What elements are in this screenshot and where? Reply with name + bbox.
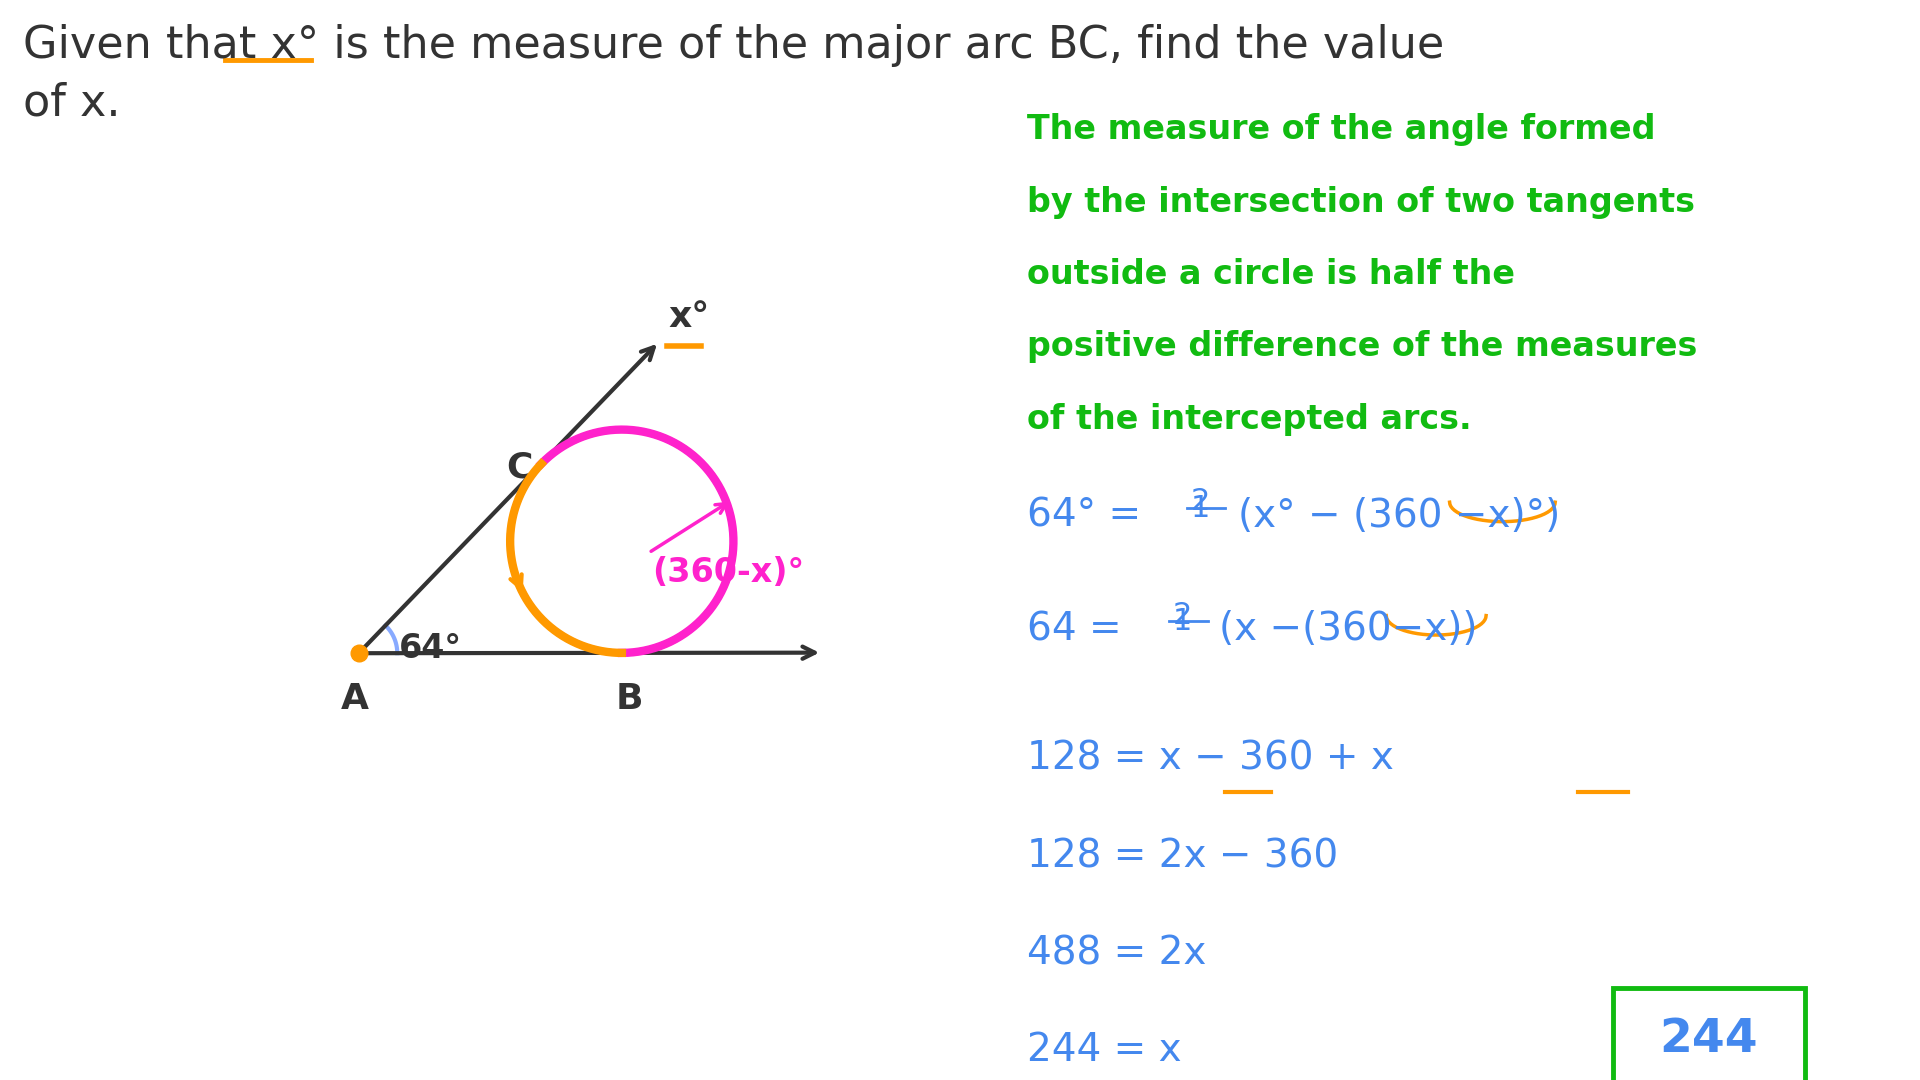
- Text: (x −(360−x)): (x −(360−x)): [1219, 610, 1478, 648]
- Text: 64° =: 64° =: [1027, 497, 1140, 535]
- Text: C: C: [507, 450, 534, 485]
- FancyBboxPatch shape: [1613, 988, 1805, 1080]
- Text: 1: 1: [1173, 607, 1192, 636]
- Text: 64 =: 64 =: [1027, 610, 1121, 648]
- Text: 2: 2: [1173, 600, 1192, 630]
- Text: 244 = x: 244 = x: [1027, 1031, 1183, 1069]
- Text: Given that x° is the measure of the major arc BC, find the value: Given that x° is the measure of the majo…: [23, 24, 1444, 67]
- Text: 128 = x − 360 + x: 128 = x − 360 + x: [1027, 740, 1394, 778]
- Text: outside a circle is half the: outside a circle is half the: [1027, 258, 1515, 292]
- Text: x°: x°: [668, 300, 710, 334]
- Text: 1: 1: [1190, 494, 1210, 523]
- Text: 128 = 2x − 360: 128 = 2x − 360: [1027, 837, 1338, 875]
- Text: by the intersection of two tangents: by the intersection of two tangents: [1027, 186, 1695, 219]
- Text: 488 = 2x: 488 = 2x: [1027, 934, 1206, 972]
- Text: of x.: of x.: [23, 81, 121, 124]
- Text: 244: 244: [1659, 1017, 1759, 1062]
- Text: 64°: 64°: [399, 632, 463, 664]
- Text: (360-x)°: (360-x)°: [653, 555, 804, 589]
- Text: positive difference of the measures: positive difference of the measures: [1027, 330, 1697, 364]
- Text: The measure of the angle formed: The measure of the angle formed: [1027, 113, 1655, 147]
- Text: B: B: [616, 683, 643, 716]
- Text: (x° − (360 −x)°): (x° − (360 −x)°): [1238, 497, 1561, 535]
- Text: A: A: [342, 683, 369, 716]
- Text: of the intercepted arcs.: of the intercepted arcs.: [1027, 403, 1473, 436]
- Text: 2: 2: [1190, 487, 1210, 516]
